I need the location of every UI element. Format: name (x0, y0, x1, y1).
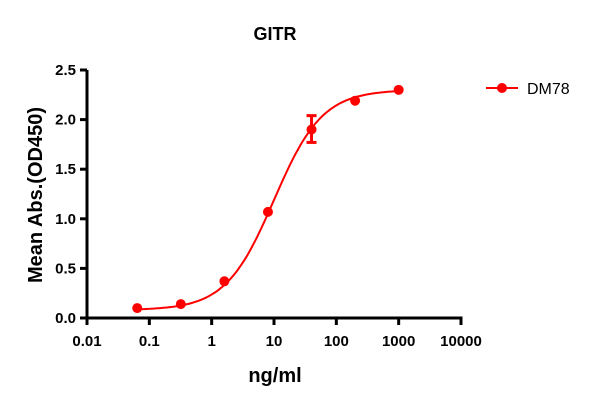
data-point (219, 276, 230, 287)
y-tick-label: 2.5 (55, 62, 76, 79)
x-tick-label: 10000 (440, 333, 482, 350)
chart-title: GITR (254, 24, 297, 44)
legend-marker (497, 83, 507, 93)
x-tick-label: 10 (266, 333, 283, 350)
x-tick-label: 0.01 (72, 333, 101, 350)
data-point (306, 124, 317, 135)
y-tick-label: 1.5 (55, 161, 76, 178)
x-tick-label: 0.1 (139, 333, 160, 350)
x-axis-label: ng/ml (248, 365, 301, 387)
y-tick-label: 0.0 (55, 310, 76, 327)
y-tick-label: 1.0 (55, 211, 76, 228)
y-axis-label: Mean Abs.(OD450) (25, 107, 47, 283)
legend-label: DM78 (527, 81, 570, 98)
y-tick-label: 2.0 (55, 112, 76, 129)
data-point (132, 303, 143, 314)
data-point (350, 95, 361, 106)
y-tick-label: 0.5 (55, 260, 76, 277)
legend: DM78 (486, 81, 570, 98)
x-tick-label: 1 (207, 333, 215, 350)
data-point (262, 206, 273, 217)
data-point (175, 299, 186, 310)
fit-curve (137, 90, 399, 311)
x-tick-label: 1000 (382, 333, 415, 350)
data-point (393, 84, 404, 95)
plot-area (132, 84, 404, 314)
axes: 0.0 0.5 1.0 1.5 2.0 2.5 0.01 0.1 1 10 100 1000 10000 (55, 62, 482, 350)
x-tick-label: 100 (324, 333, 349, 350)
